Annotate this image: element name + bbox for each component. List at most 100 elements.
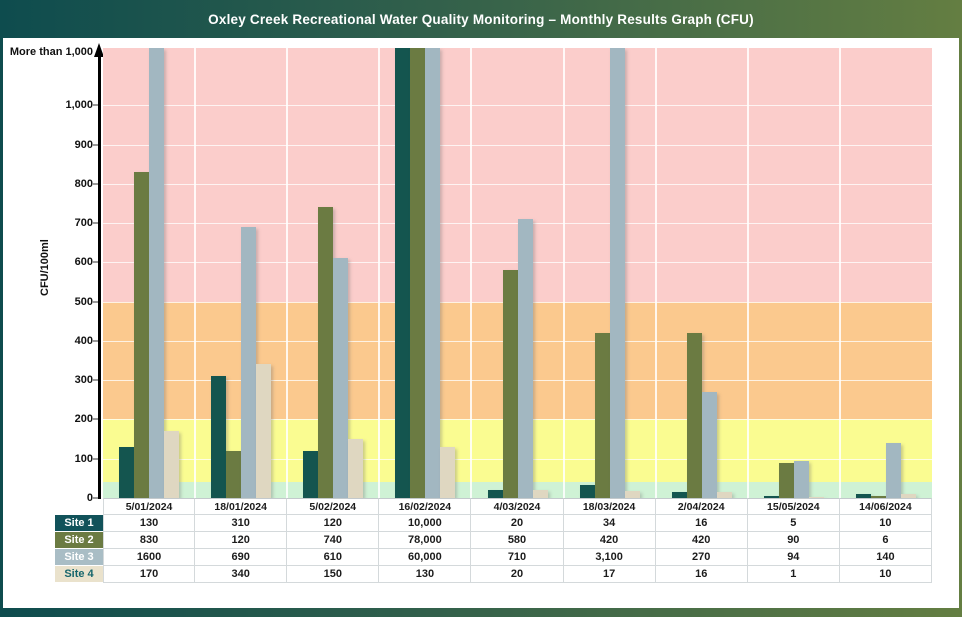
x-axis-date-label: 18/01/2024: [195, 498, 288, 515]
table-value-cell: 420: [563, 532, 656, 549]
bar-site4-14/06/2024: [900, 494, 916, 498]
legend-cell-site3: Site 3: [55, 549, 103, 566]
y-tick-label: 700: [74, 217, 93, 230]
bar-site4-18/01/2024: [256, 364, 272, 498]
bar-site3-16/02/2024: [425, 48, 441, 498]
table-value-cell: 20: [471, 566, 564, 583]
table-value-cell: 610: [287, 549, 380, 566]
table-value-cell: 310: [195, 515, 288, 532]
legend-cell-site1: Site 1: [55, 515, 103, 532]
table-value-cell: 34: [563, 515, 656, 532]
bar-site4-15/05/2024: [808, 497, 824, 498]
bar-site4-4/03/2024: [532, 490, 548, 498]
y-tick-mark: [93, 300, 98, 303]
y-axis-line: [98, 56, 101, 499]
bar-site2-4/03/2024: [502, 270, 518, 498]
bar-site3-5/01/2024: [149, 48, 165, 498]
bar-site1-15/05/2024: [763, 496, 779, 498]
bar-site1-14/06/2024: [855, 494, 871, 498]
bar-site1-4/03/2024: [487, 490, 503, 498]
v-gridline: [654, 48, 657, 498]
x-axis-date-label: 2/04/2024: [655, 498, 748, 515]
h-gridline: [103, 105, 932, 107]
y-tick-label: 1,000: [65, 99, 93, 112]
v-gridline: [286, 48, 289, 498]
table-value-cell: 270: [655, 549, 748, 566]
table-value-cell: 1600: [103, 549, 196, 566]
y-tick-label: 500: [74, 295, 93, 308]
table-value-cell: 120: [287, 515, 380, 532]
bar-site3-2/04/2024: [701, 392, 717, 498]
legend-cell-site2: Site 2: [55, 532, 103, 549]
y-tick-label: 900: [74, 138, 93, 151]
x-axis-date-label: 4/03/2024: [471, 498, 564, 515]
table-value-cell: 60,000: [379, 549, 472, 566]
y-tick-mark: [93, 222, 98, 225]
bar-site3-18/03/2024: [609, 48, 625, 498]
v-gridline: [562, 48, 565, 498]
bar-site4-18/03/2024: [624, 491, 640, 498]
bar-site3-15/05/2024: [793, 461, 809, 498]
table-value-cell: 20: [471, 515, 564, 532]
y-tick-label: 0: [86, 492, 93, 504]
y-tick-label: 400: [74, 334, 93, 347]
table-value-cell: 10,000: [379, 515, 472, 532]
y-tick-label: 600: [74, 256, 93, 269]
bar-site2-16/02/2024: [410, 48, 426, 498]
table-value-cell: 710: [471, 549, 564, 566]
x-axis-date-label: 5/01/2024: [103, 498, 196, 515]
y-axis-arrow-icon: [94, 43, 104, 57]
bar-site2-5/01/2024: [134, 172, 150, 498]
y-tick-mark: [93, 497, 98, 499]
bar-site3-5/02/2024: [333, 258, 349, 498]
table-value-cell: 94: [747, 549, 840, 566]
bar-site2-5/02/2024: [318, 207, 334, 498]
h-gridline: [103, 183, 932, 185]
bar-site3-18/01/2024: [241, 227, 257, 498]
table-value-cell: 340: [195, 566, 288, 583]
bar-site4-5/01/2024: [164, 431, 180, 498]
table-value-cell: 580: [471, 532, 564, 549]
bar-site1-5/01/2024: [119, 447, 135, 498]
y-tick-mark: [93, 261, 98, 264]
table-value-cell: 740: [287, 532, 380, 549]
bar-site2-15/05/2024: [778, 463, 794, 498]
page-title: Oxley Creek Recreational Water Quality M…: [208, 11, 754, 27]
plot-area: [103, 48, 932, 498]
table-value-cell: 78,000: [379, 532, 472, 549]
table-value-cell: 140: [839, 549, 932, 566]
v-gridline: [838, 48, 841, 498]
bar-site1-18/03/2024: [579, 485, 595, 498]
table-value-cell: 120: [195, 532, 288, 549]
table-value-cell: 130: [379, 566, 472, 583]
bar-site2-18/01/2024: [226, 451, 242, 498]
table-value-cell: 90: [747, 532, 840, 549]
bar-site3-14/06/2024: [885, 443, 901, 498]
table-value-cell: 830: [103, 532, 196, 549]
v-gridline: [378, 48, 381, 498]
table-value-cell: 16: [655, 515, 748, 532]
table-value-cell: 16: [655, 566, 748, 583]
y-tick-mark: [93, 339, 98, 342]
y-tick-mark: [93, 379, 98, 382]
title-bar: Oxley Creek Recreational Water Quality M…: [0, 0, 962, 38]
bar-site2-14/06/2024: [870, 496, 886, 498]
bar-site1-5/02/2024: [303, 451, 319, 498]
y-tick-mark: [93, 104, 98, 107]
x-axis-date-label: 14/06/2024: [839, 498, 932, 515]
table-value-cell: 6: [839, 532, 932, 549]
legend-cell-site4: Site 4: [55, 566, 103, 583]
data-table: 5/01/2024 18/01/2024 5/02/2024 16/02/2024 4/…: [55, 498, 932, 583]
y-tick-mark: [93, 182, 98, 185]
h-gridline: [103, 144, 932, 146]
table-corner-cell: [55, 498, 103, 515]
bar-site4-5/02/2024: [348, 439, 364, 498]
y-tick-label: 800: [74, 177, 93, 190]
y-tick-mark: [93, 457, 98, 460]
table-value-cell: 10: [839, 515, 932, 532]
table-value-cell: 150: [287, 566, 380, 583]
bar-site4-16/02/2024: [440, 447, 456, 498]
v-gridline: [470, 48, 473, 498]
table-value-cell: 10: [839, 566, 932, 583]
